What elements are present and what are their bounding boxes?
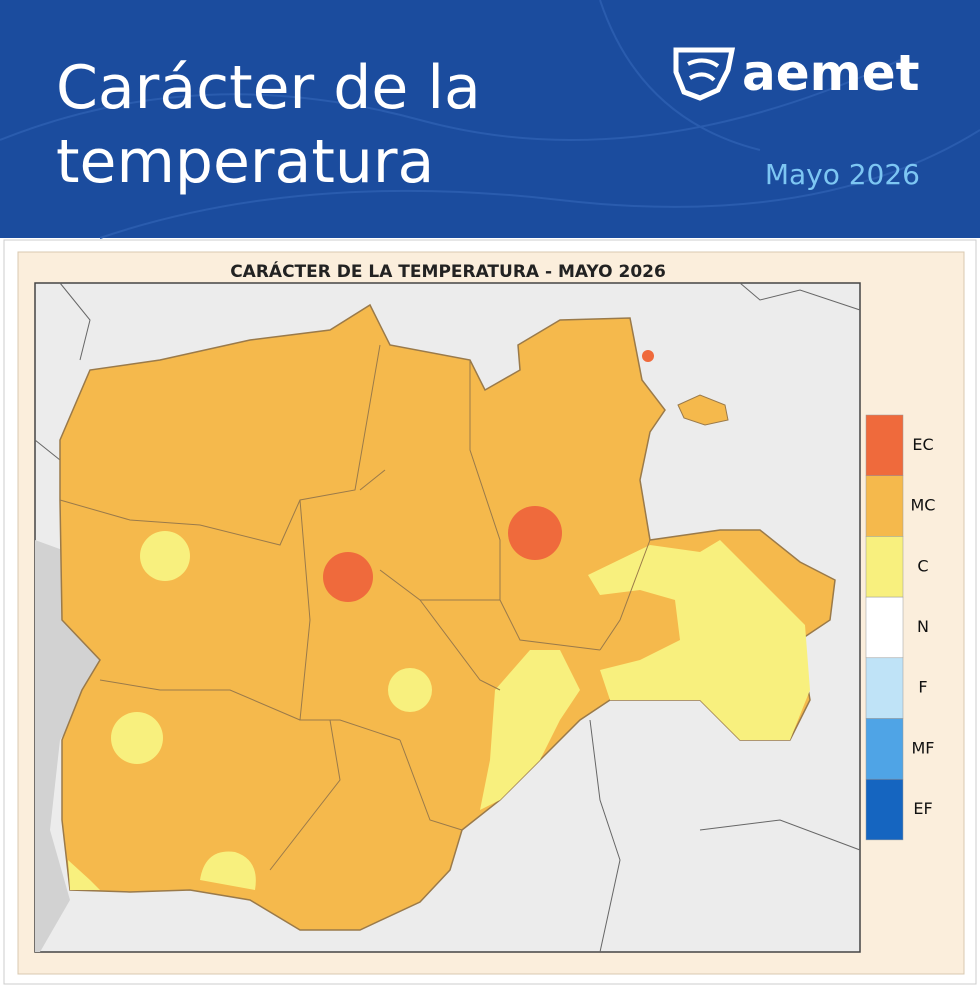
header-title: temperatura — [56, 127, 434, 197]
header-title: Carácter de la — [56, 53, 481, 123]
header-band — [0, 0, 980, 238]
legend-label: N — [917, 617, 929, 636]
map — [34, 282, 861, 953]
legend-label: MC — [911, 496, 936, 515]
legend-swatch — [865, 414, 904, 476]
legend-label: MF — [911, 738, 934, 757]
legend-label: EC — [912, 435, 933, 454]
brand: aemet — [742, 44, 920, 102]
header-decoration — [0, 0, 980, 239]
map-title: CARÁCTER DE LA TEMPERATURA - MAYO 2026 — [230, 260, 666, 282]
legend: EC MC C N F MF EF — [865, 414, 936, 841]
logo-icon — [673, 47, 736, 101]
legend-swatch — [865, 778, 904, 841]
legend-swatch — [865, 596, 904, 659]
legend-swatch — [865, 657, 904, 719]
legend-label: EF — [913, 799, 932, 818]
legend-swatch — [865, 718, 904, 780]
date: Mayo 2026 — [765, 158, 920, 191]
legend-swatch — [865, 536, 904, 598]
legend-label: C — [917, 556, 928, 575]
legend-label: F — [918, 678, 927, 697]
legend-swatch — [865, 475, 904, 537]
